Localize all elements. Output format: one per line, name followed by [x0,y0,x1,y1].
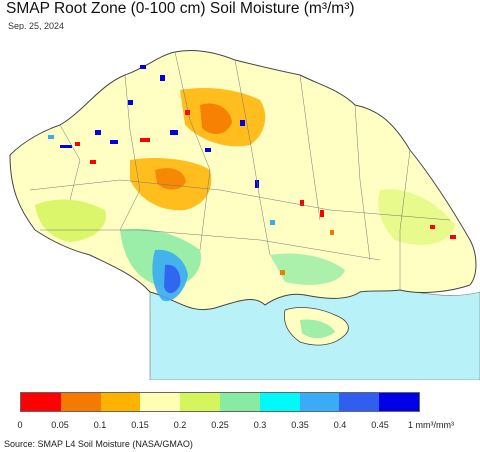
colorbar-swatch-4 [180,393,220,411]
colorbar-swatch-3 [140,393,181,411]
oblast-boundaries [29,51,451,290]
colorbar-tick: 0.25 [211,420,229,430]
colorbar-swatch-1 [60,393,101,411]
colorbar-unit: 1 mm³/mm³ [408,420,454,430]
colorbar-tick: 0.2 [173,420,187,430]
moist-region-southeast [270,253,345,285]
pixel-noise [48,65,456,275]
colorbar-swatch-2 [100,393,141,411]
moist-region-crimea [300,319,335,339]
colorbar-swatch-9 [379,393,419,411]
source-credit: Source: SMAP L4 Soil Moisture (NASA/GMAO… [4,439,193,449]
colorbar-ticks: 0 0.05 0.1 0.15 0.2 0.25 0.3 0.35 0.4 0.… [0,420,480,434]
map-title-text: SMAP Root Zone (0-100 cm) Soil Moisture … [6,0,355,17]
colorbar-tick: 0.4 [333,420,347,430]
colorbar-tick: 0.15 [131,420,149,430]
colorbar [20,392,420,412]
colorbar-tick: 0.35 [291,420,309,430]
colorbar-swatch-7 [299,393,340,411]
colorbar-tick: 0.05 [51,420,69,430]
colorbar-swatch-6 [259,393,300,411]
colorbar-tick: 0 [17,420,23,430]
colorbar-tick: 0.1 [93,420,107,430]
moist-region-west [35,199,106,242]
soil-moisture-map [0,30,480,380]
colorbar-swatch-0 [21,393,61,411]
map-date: Sep. 25, 2024 [8,21,65,31]
colorbar-tick: 0.45 [371,420,389,430]
very-dry-patch [200,103,232,134]
colorbar-swatch-8 [339,393,380,411]
map-title: SMAP Root Zone (0-100 cm) Soil Moisture … [6,0,355,18]
very-wet-region-odesa [164,264,181,294]
colorbar-tick: 0.3 [253,420,267,430]
colorbar-swatch-5 [219,393,260,411]
